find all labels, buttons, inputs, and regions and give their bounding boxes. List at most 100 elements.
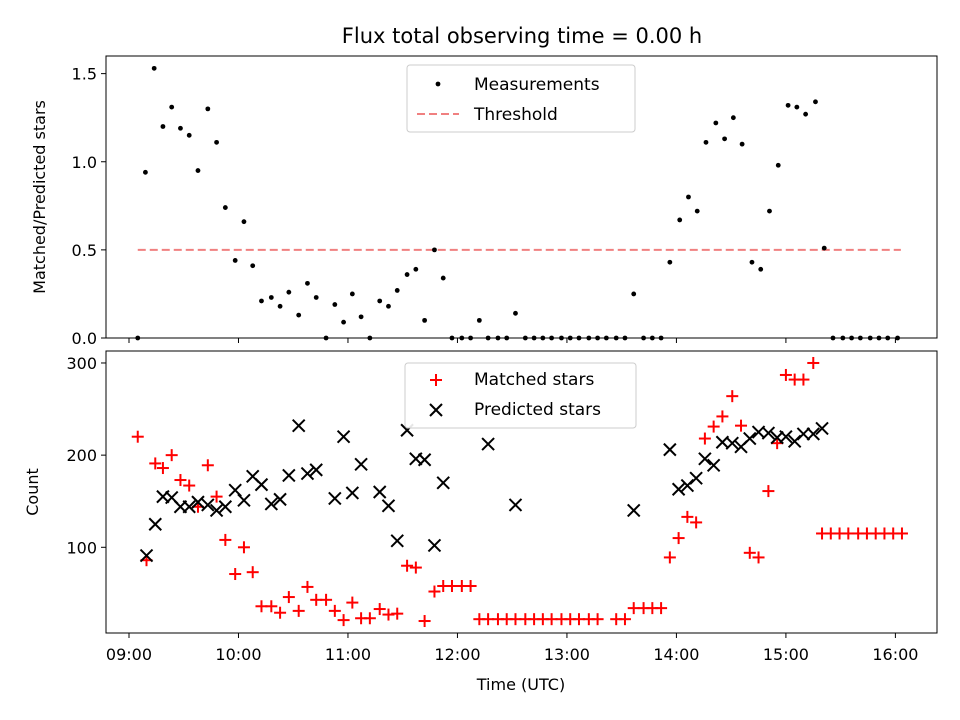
bottom-x-ticks: 09:00 10:00 11:00 12:00 13:00 14:00 15:00 16:00 [106, 633, 918, 664]
legend-predicted-label: Predicted stars [474, 400, 601, 420]
measurement-point-42 [513, 310, 518, 316]
matched-point-13 [246, 566, 259, 579]
measurement-point-74 [803, 111, 809, 117]
measurement-point-12 [241, 219, 247, 225]
predicted-point-51 [806, 427, 820, 441]
predicted-point-21 [336, 429, 351, 444]
measurement-point-10 [222, 205, 228, 210]
predicted-point-50 [796, 427, 811, 441]
measurement-point-63 [703, 139, 709, 145]
measurement-point-17 [286, 289, 292, 295]
matched-point-22 [328, 604, 341, 617]
matched-point-67 [743, 546, 756, 559]
predicted-point-16 [282, 468, 296, 483]
legend-threshold-label: Threshold [473, 105, 558, 125]
predicted-point-52 [815, 421, 829, 436]
matched-point-17 [282, 591, 295, 604]
measurement-point-73 [794, 104, 800, 110]
measurement-point-3 [160, 124, 166, 129]
matched-point-69 [762, 485, 775, 498]
legend-matched-marker [430, 374, 442, 386]
matched-point-26 [363, 612, 376, 625]
predicted-point-0 [139, 548, 154, 563]
xtick-label-3: 12:00 [434, 645, 480, 664]
top-ytick-label-3: 1.5 [72, 65, 97, 84]
top-marks [135, 65, 901, 341]
predicted-point-34 [627, 503, 641, 518]
predicted-point-30 [427, 538, 442, 553]
measurement-point-70 [767, 208, 772, 214]
measurement-point-30 [404, 272, 410, 277]
measurement-point-8 [205, 106, 211, 112]
predicted-point-46 [761, 426, 776, 440]
matched-point-10 [219, 533, 232, 546]
predicted-point-9 [218, 500, 233, 514]
matched-point-19 [301, 580, 314, 593]
top-y-axis-label: Matched/Predicted stars [30, 100, 49, 294]
top-ytick-label-1: 0.5 [72, 241, 97, 260]
bottom-y-ticks: 100 200 300 [66, 354, 106, 557]
predicted-point-20 [328, 491, 342, 506]
measurement-point-55 [631, 291, 637, 297]
matched-point-62 [698, 432, 711, 445]
measurement-point-59 [667, 259, 673, 265]
measurement-point-6 [186, 132, 192, 138]
matched-point-33 [428, 585, 441, 598]
measurement-point-64 [713, 120, 719, 126]
predicted-point-13 [254, 477, 269, 492]
top-legend[interactable]: Measurements Threshold [406, 64, 636, 133]
matched-point-27 [373, 603, 386, 616]
predicted-point-11 [237, 493, 251, 508]
legend-matched-label: Matched stars [474, 370, 594, 390]
matched-point-65 [726, 390, 739, 403]
measurement-point-76 [821, 245, 827, 251]
predicted-point-48 [779, 429, 793, 444]
matched-point-66 [735, 419, 748, 432]
measurement-point-29 [394, 288, 400, 293]
bottom-panel: 100 200 300 09:00 10:00 11:00 12:00 13:00 14:00… [23, 350, 938, 694]
matched-point-84 [895, 527, 908, 540]
matched-point-24 [346, 596, 359, 609]
measurement-point-65 [722, 136, 727, 142]
predicted-point-33 [508, 498, 523, 512]
bottom-axes-frame [105, 350, 938, 634]
top-panel: 0.0 0.5 1.0 1.5 Matched/Predicted stars Mea… [30, 55, 938, 348]
top-x-ticks [128, 338, 896, 343]
legend-measurements-marker [435, 81, 441, 87]
measurement-point-34 [440, 275, 446, 281]
xtick-label-5: 14:00 [653, 645, 699, 664]
predicted-point-26 [390, 534, 404, 548]
matched-point-0 [131, 430, 144, 443]
bottom-ytick-label-1: 200 [66, 446, 97, 465]
measurement-point-16 [277, 303, 283, 309]
xtick-label-2: 11:00 [325, 645, 371, 664]
measurement-point-75 [813, 99, 818, 105]
matched-point-15 [265, 600, 278, 613]
matched-point-18 [292, 604, 305, 617]
measurement-point-68 [749, 259, 755, 265]
measurement-point-11 [232, 258, 238, 263]
top-chart-title: Flux total observing time = 0.00 h [342, 24, 702, 48]
measurement-point-28 [386, 303, 391, 309]
matched-point-73 [797, 373, 810, 386]
predicted-point-6 [191, 495, 205, 509]
predicted-point-22 [345, 486, 360, 500]
matched-point-30 [401, 559, 414, 572]
bottom-legend[interactable]: Matched stars Predicted stars [404, 362, 637, 429]
top-axes-frame [105, 55, 938, 339]
measurement-point-5 [178, 125, 183, 131]
legend-predicted-marker [429, 403, 443, 417]
measurement-point-72 [785, 102, 791, 108]
matched-point-32 [418, 615, 431, 628]
measurement-point-14 [259, 298, 264, 304]
measurement-point-7 [195, 168, 201, 173]
bottom-ytick-label-0: 100 [66, 538, 97, 557]
measurement-point-61 [686, 194, 691, 200]
matched-point-58 [663, 551, 676, 564]
matched-point-21 [320, 593, 333, 606]
matched-point-31 [409, 561, 422, 574]
matched-point-74 [807, 356, 820, 369]
predicted-point-40 [706, 458, 721, 472]
matched-point-29 [391, 607, 404, 620]
